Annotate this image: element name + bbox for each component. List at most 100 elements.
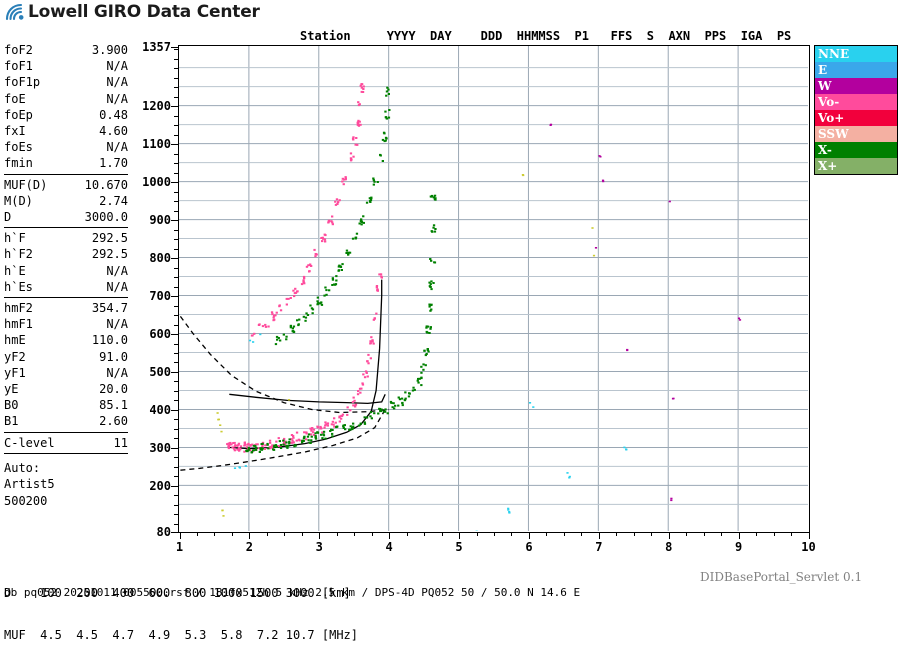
echo-pixel bbox=[360, 218, 362, 220]
echo-pixel bbox=[262, 443, 264, 445]
echo-pixel bbox=[360, 85, 362, 87]
echo-pixel bbox=[320, 434, 322, 436]
echo-pixel bbox=[316, 426, 318, 428]
y-axis-minor-tick bbox=[174, 362, 178, 363]
echo-pixel bbox=[264, 444, 266, 446]
x-axis-minor-tick bbox=[407, 533, 408, 536]
echo-pixel bbox=[282, 440, 284, 442]
echo-pixel bbox=[357, 124, 359, 126]
echo-pixel bbox=[369, 201, 371, 203]
echo-pixel bbox=[412, 390, 414, 392]
echo-pixel bbox=[426, 331, 428, 333]
echo-pixel bbox=[260, 449, 262, 451]
x-layer-solid-curve bbox=[229, 394, 385, 403]
x-axis-minor-tick bbox=[354, 533, 355, 536]
echo-pixel bbox=[371, 417, 373, 419]
echo-pixel bbox=[345, 252, 347, 254]
param-value: 292.5 bbox=[92, 230, 128, 246]
param-value: 10.670 bbox=[85, 177, 128, 193]
echo-pixel bbox=[335, 422, 337, 424]
y-axis-minor-tick bbox=[174, 334, 178, 335]
echo-pixel bbox=[229, 442, 231, 444]
echo-pixel bbox=[314, 432, 316, 434]
param-row: MUF(D)10.670 bbox=[4, 177, 128, 193]
echo-pixel bbox=[222, 510, 224, 512]
y-axis-label: 900 bbox=[149, 213, 171, 227]
legend-item-vo-[interactable]: Vo- bbox=[815, 94, 897, 110]
echo-pixel bbox=[279, 340, 281, 342]
y-axis-label: 1357 bbox=[142, 40, 171, 54]
echo-pixel bbox=[507, 508, 509, 510]
echo-pixel bbox=[361, 223, 363, 225]
echo-pixel bbox=[430, 286, 432, 288]
echo-pixel bbox=[332, 277, 334, 279]
y-axis-minor-tick bbox=[174, 125, 178, 126]
echo-pixel bbox=[328, 220, 330, 222]
echo-pixel bbox=[352, 423, 354, 425]
y-axis-minor-tick bbox=[174, 154, 178, 155]
echo-pixel bbox=[370, 197, 372, 199]
legend-item-x-[interactable]: X+ bbox=[815, 158, 897, 174]
echo-pixel bbox=[379, 408, 381, 410]
legend-item-w[interactable]: W bbox=[815, 78, 897, 94]
divider bbox=[4, 432, 128, 433]
x-axis-label: 1 bbox=[176, 540, 183, 554]
x-axis-minor-tick bbox=[564, 533, 565, 536]
echo-pixel bbox=[255, 447, 257, 449]
echo-pixel bbox=[333, 417, 335, 419]
echo-pixel bbox=[434, 228, 436, 230]
y-axis-minor-tick bbox=[174, 59, 178, 60]
y-axis-label: 400 bbox=[149, 403, 171, 417]
series-4 bbox=[234, 334, 628, 531]
echo-pixel bbox=[350, 159, 352, 161]
echo-pixel bbox=[309, 305, 311, 307]
echo-pixel bbox=[314, 255, 316, 257]
echo-pixel bbox=[623, 447, 625, 449]
echo-pixel bbox=[367, 354, 369, 356]
y-axis-tick bbox=[171, 47, 178, 48]
echo-pixel bbox=[264, 448, 266, 450]
echo-pixel bbox=[285, 442, 287, 444]
echo-pixel bbox=[383, 132, 385, 134]
echo-pixel bbox=[348, 429, 350, 431]
x-axis-minor-tick bbox=[774, 533, 775, 536]
y-axis-minor-tick bbox=[174, 514, 178, 515]
echo-pixel bbox=[285, 336, 287, 338]
legend-item-vo-[interactable]: Vo+ bbox=[815, 110, 897, 126]
legend-item-e[interactable]: E bbox=[815, 62, 897, 78]
muf-value-row: MUF 4.5 4.5 4.7 4.9 5.3 5.8 7.2 10.7 [MH… bbox=[4, 628, 358, 642]
echo-pixel bbox=[431, 231, 433, 233]
param-value: N/A bbox=[106, 58, 128, 74]
echo-pixel bbox=[323, 431, 325, 433]
echo-pixel bbox=[278, 437, 280, 439]
echo-pixel bbox=[417, 380, 419, 382]
legend-item-x-[interactable]: X- bbox=[815, 142, 897, 158]
echo-pixel bbox=[337, 201, 339, 203]
echo-pixel bbox=[323, 427, 325, 429]
plot-area[interactable] bbox=[178, 45, 810, 533]
echo-pixel bbox=[434, 262, 436, 264]
legend-item-nne[interactable]: NNE bbox=[815, 46, 897, 62]
legend-item-ssw[interactable]: SSW bbox=[815, 126, 897, 142]
echo-pixel bbox=[345, 176, 347, 178]
echo-pixel bbox=[412, 387, 414, 389]
echo-pixel bbox=[362, 88, 364, 90]
echo-pixel bbox=[430, 280, 432, 282]
echo-pixel bbox=[310, 439, 312, 441]
param-value: 2.60 bbox=[99, 413, 128, 429]
x-axis-minor-tick bbox=[581, 533, 582, 536]
echo-pixel bbox=[267, 326, 269, 328]
echo-pixel bbox=[298, 319, 300, 321]
param-key: M(D) bbox=[4, 193, 33, 209]
y-axis-minor-tick bbox=[174, 87, 178, 88]
y-axis-minor-tick bbox=[174, 97, 178, 98]
auto-label: Auto: bbox=[4, 460, 128, 477]
echo-pixel bbox=[311, 436, 313, 438]
echo-pixel bbox=[324, 438, 326, 440]
